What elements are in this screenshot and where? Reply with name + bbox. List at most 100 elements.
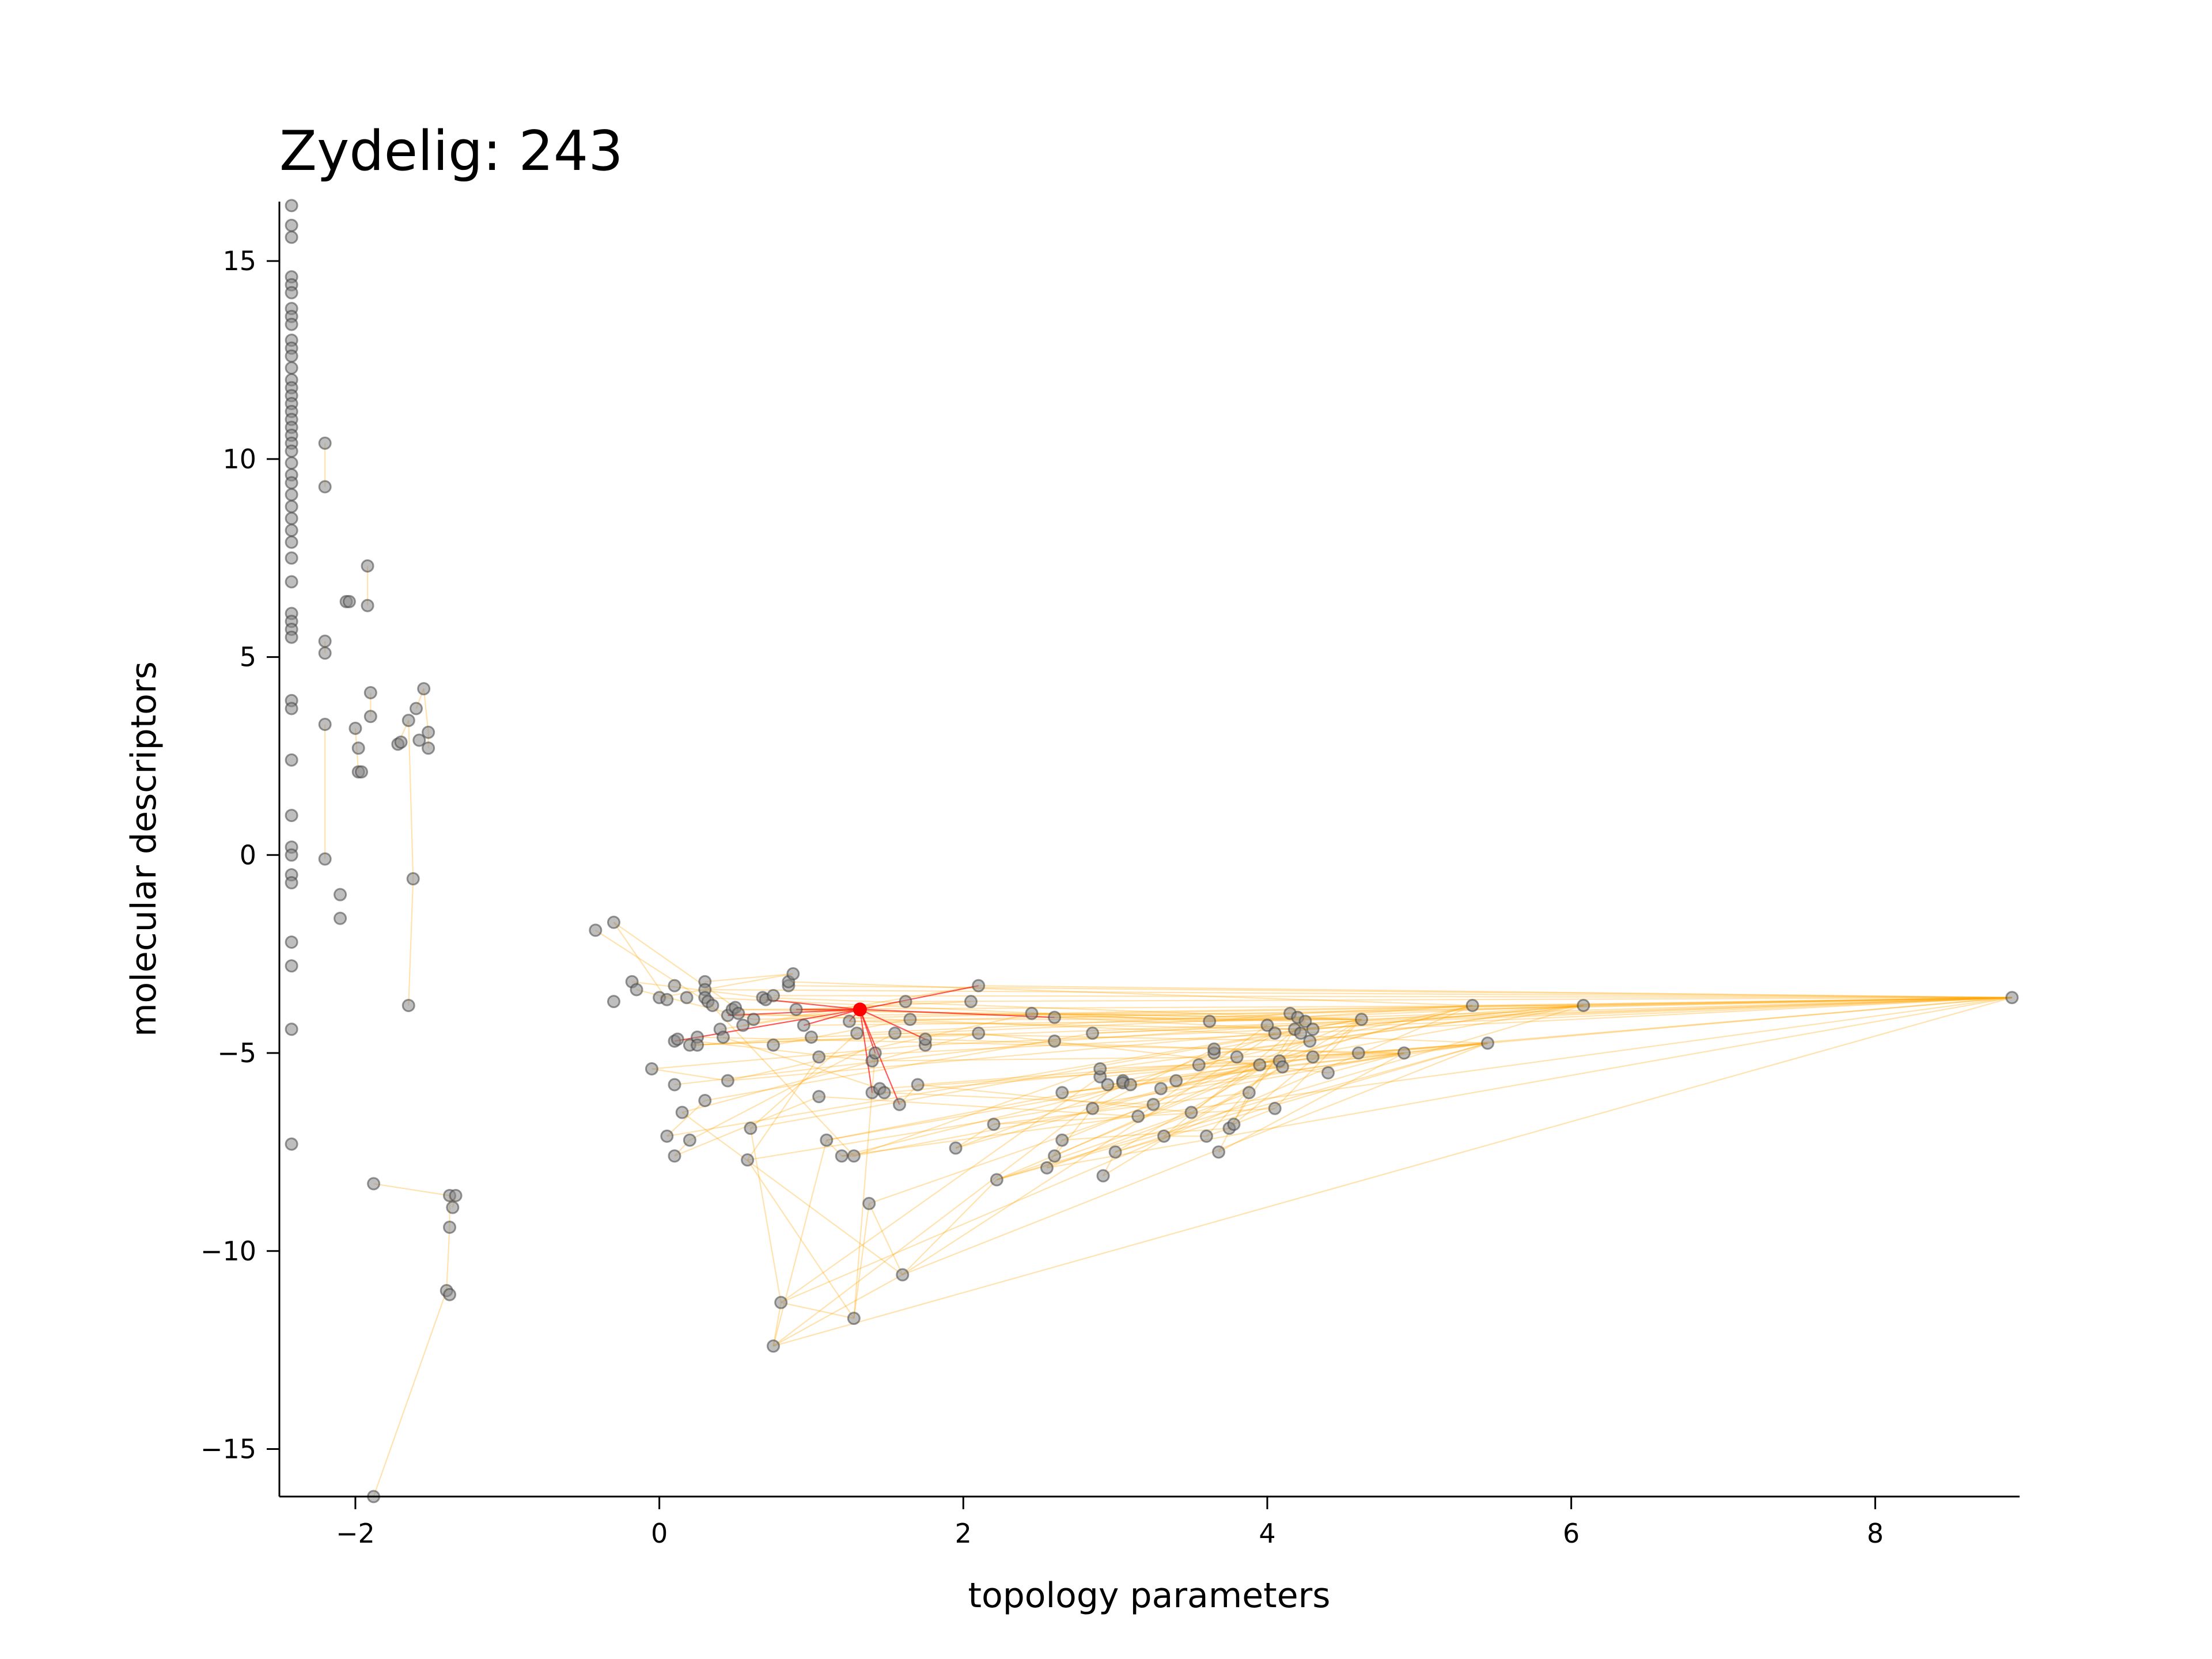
edge-154 <box>895 1032 1310 1042</box>
edge-85 <box>868 1203 903 1275</box>
data-point-155 <box>918 1032 932 1046</box>
edge-138 <box>631 981 763 998</box>
data-point-194 <box>1242 1086 1256 1100</box>
data-point-187 <box>1203 1014 1217 1028</box>
data-point-139 <box>847 1149 861 1163</box>
data-point-89 <box>630 983 643 997</box>
edge-119 <box>689 1032 896 1141</box>
data-point-186 <box>1199 1129 1213 1143</box>
edge-156 <box>978 1032 1328 1074</box>
edge-62 <box>997 1042 1488 1181</box>
x-tick-label-0: −2 <box>336 1518 375 1549</box>
edge-135 <box>595 930 713 1006</box>
edge-124 <box>884 1092 1154 1105</box>
data-point-78 <box>402 999 415 1013</box>
edge-61 <box>1115 1042 1488 1153</box>
data-point-102 <box>683 1133 696 1147</box>
data-point-168 <box>1055 1086 1069 1100</box>
data-point-44 <box>285 876 298 889</box>
data-point-114 <box>721 1074 734 1088</box>
data-point-80 <box>446 1200 460 1214</box>
edge-92 <box>749 1128 782 1303</box>
highlighted-point <box>853 1002 867 1017</box>
edge-98 <box>1047 1092 1249 1169</box>
edge-151 <box>788 981 1473 1006</box>
data-point-108 <box>698 1094 712 1108</box>
data-point-189 <box>1207 1042 1221 1056</box>
data-point-72 <box>409 702 423 715</box>
edge-76 <box>1233 1018 1362 1125</box>
edge-75 <box>1164 1018 1362 1137</box>
data-point-94 <box>660 1129 674 1143</box>
data-point-120 <box>744 1122 757 1135</box>
data-point-67 <box>367 1177 381 1191</box>
data-point-178 <box>1124 1078 1138 1092</box>
edge-46 <box>826 1005 1584 1141</box>
data-point-110 <box>706 999 719 1013</box>
highlight-edge-0 <box>859 985 979 1010</box>
edge-26 <box>1290 997 2012 1014</box>
edge-83 <box>853 1203 870 1319</box>
edge-12 <box>373 1183 450 1196</box>
edge-25 <box>1032 997 2012 1014</box>
edge-94 <box>747 1160 855 1319</box>
edge-30 <box>1209 997 2012 1022</box>
edge-17 <box>704 973 793 983</box>
data-point-29 <box>285 524 298 537</box>
edge-14 <box>446 1227 450 1291</box>
data-point-38 <box>285 702 298 715</box>
data-point-46 <box>285 959 298 973</box>
edge-47 <box>728 1005 1584 1082</box>
edge-70 <box>854 1052 1404 1157</box>
edge-8 <box>423 688 429 733</box>
data-point-167 <box>1055 1133 1069 1147</box>
data-point-163 <box>1040 1161 1054 1175</box>
data-point-185 <box>1192 1058 1206 1072</box>
data-point-126 <box>766 1339 780 1353</box>
y-tick-label-5: −10 <box>200 1236 256 1267</box>
edge-116 <box>728 1013 1032 1082</box>
data-point-136 <box>820 1133 834 1147</box>
edge-99 <box>1054 1064 1260 1157</box>
data-point-197 <box>1268 1027 1282 1040</box>
edge-63 <box>902 1042 1488 1276</box>
edge-169 <box>1233 1108 1275 1125</box>
data-point-117 <box>732 1006 745 1020</box>
edge-87 <box>781 1076 1101 1304</box>
edge-15 <box>373 1290 448 1497</box>
edge-10 <box>408 720 414 879</box>
data-point-127 <box>774 1296 788 1309</box>
data-point-1 <box>285 218 298 232</box>
data-point-75 <box>422 725 435 739</box>
y-axis-label: molecular descriptors <box>124 661 164 1037</box>
edge-53 <box>955 1005 1473 1149</box>
data-point-86 <box>607 915 620 929</box>
data-point-184 <box>1184 1105 1198 1119</box>
edge-113 <box>872 1056 1237 1062</box>
data-point-40 <box>285 809 298 823</box>
edge-22 <box>906 997 2012 1002</box>
data-point-207 <box>1306 1022 1320 1036</box>
highlight-edges-layer <box>674 985 1055 1105</box>
data-point-156 <box>949 1141 963 1155</box>
data-point-158 <box>972 979 986 993</box>
edge-23 <box>753 997 2012 1020</box>
data-point-74 <box>417 682 431 696</box>
data-point-205 <box>1298 1014 1312 1028</box>
edge-49 <box>857 1005 1473 1034</box>
points-layer <box>285 199 2019 1503</box>
highlight-edge-11 <box>766 999 860 1010</box>
data-point-50 <box>318 480 332 494</box>
edge-51 <box>1199 1005 1473 1066</box>
edge-123 <box>819 1096 1138 1118</box>
edge-125 <box>918 1084 1192 1113</box>
edge-141 <box>652 1068 728 1082</box>
data-point-159 <box>972 1027 986 1040</box>
edge-27 <box>1472 997 2012 1006</box>
data-point-70 <box>394 735 408 749</box>
data-point-165 <box>1048 1034 1062 1048</box>
edge-162 <box>1123 1056 1237 1082</box>
data-point-190 <box>1212 1145 1226 1159</box>
edge-108 <box>826 1082 1123 1141</box>
